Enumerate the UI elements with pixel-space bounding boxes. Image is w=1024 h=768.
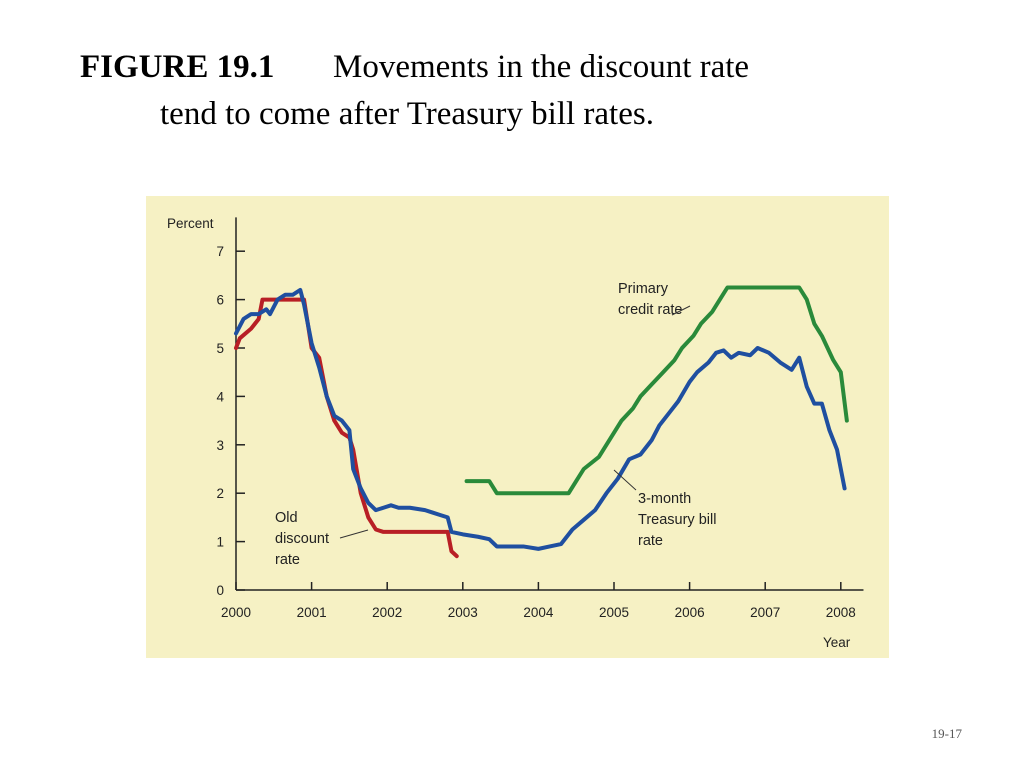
y-tick-label: 2 [216,486,224,501]
annotation: 3-month [638,491,691,507]
series-line [234,287,847,551]
x-tick-label: 2007 [750,605,780,620]
annotation: Primary [618,281,669,297]
y-axis-title: Percent [167,216,214,231]
annotation: rate [638,533,663,549]
x-tick-label: 2001 [297,605,327,620]
x-tick-label: 2008 [826,605,856,620]
caption-line: Movements in the discount rate [333,49,749,85]
x-tick-label: 2003 [448,605,478,620]
x-tick-label: 2005 [599,605,629,620]
series-line [464,285,849,496]
chart: Percent Year 0 1 2 3 4 5 6 7 2000 2001 2002 2003 2004 2… [167,216,864,650]
x-tick-label: 2006 [675,605,705,620]
annotation: Treasury bill [638,512,716,528]
x-tick-label: 2004 [523,605,554,620]
y-tick-label: 1 [216,535,224,550]
annotation: discount [275,531,329,547]
y-tick-label: 5 [216,341,224,356]
y-tick-label: 4 [216,389,224,404]
y-tick-label: 7 [216,244,224,259]
page-number: 19-17 [932,726,963,741]
annotation: Old [275,510,298,526]
leader-line [339,529,369,539]
y-tick-label: 0 [216,583,224,598]
y-tick-label: 6 [216,293,224,308]
annotation: credit rate [618,302,682,318]
leader-line [613,469,637,491]
x-tick-label: 2002 [372,605,402,620]
x-tick-label: 2000 [221,605,251,620]
caption-line: tend to come after Treasury bill rates. [160,96,654,132]
leader-line [671,305,691,316]
y-tick-label: 3 [216,438,224,453]
annotation: rate [275,552,300,568]
figure-label: FIGURE 19.1 [80,49,274,85]
x-axis-title: Year [823,635,851,650]
chart-panel [146,196,889,658]
